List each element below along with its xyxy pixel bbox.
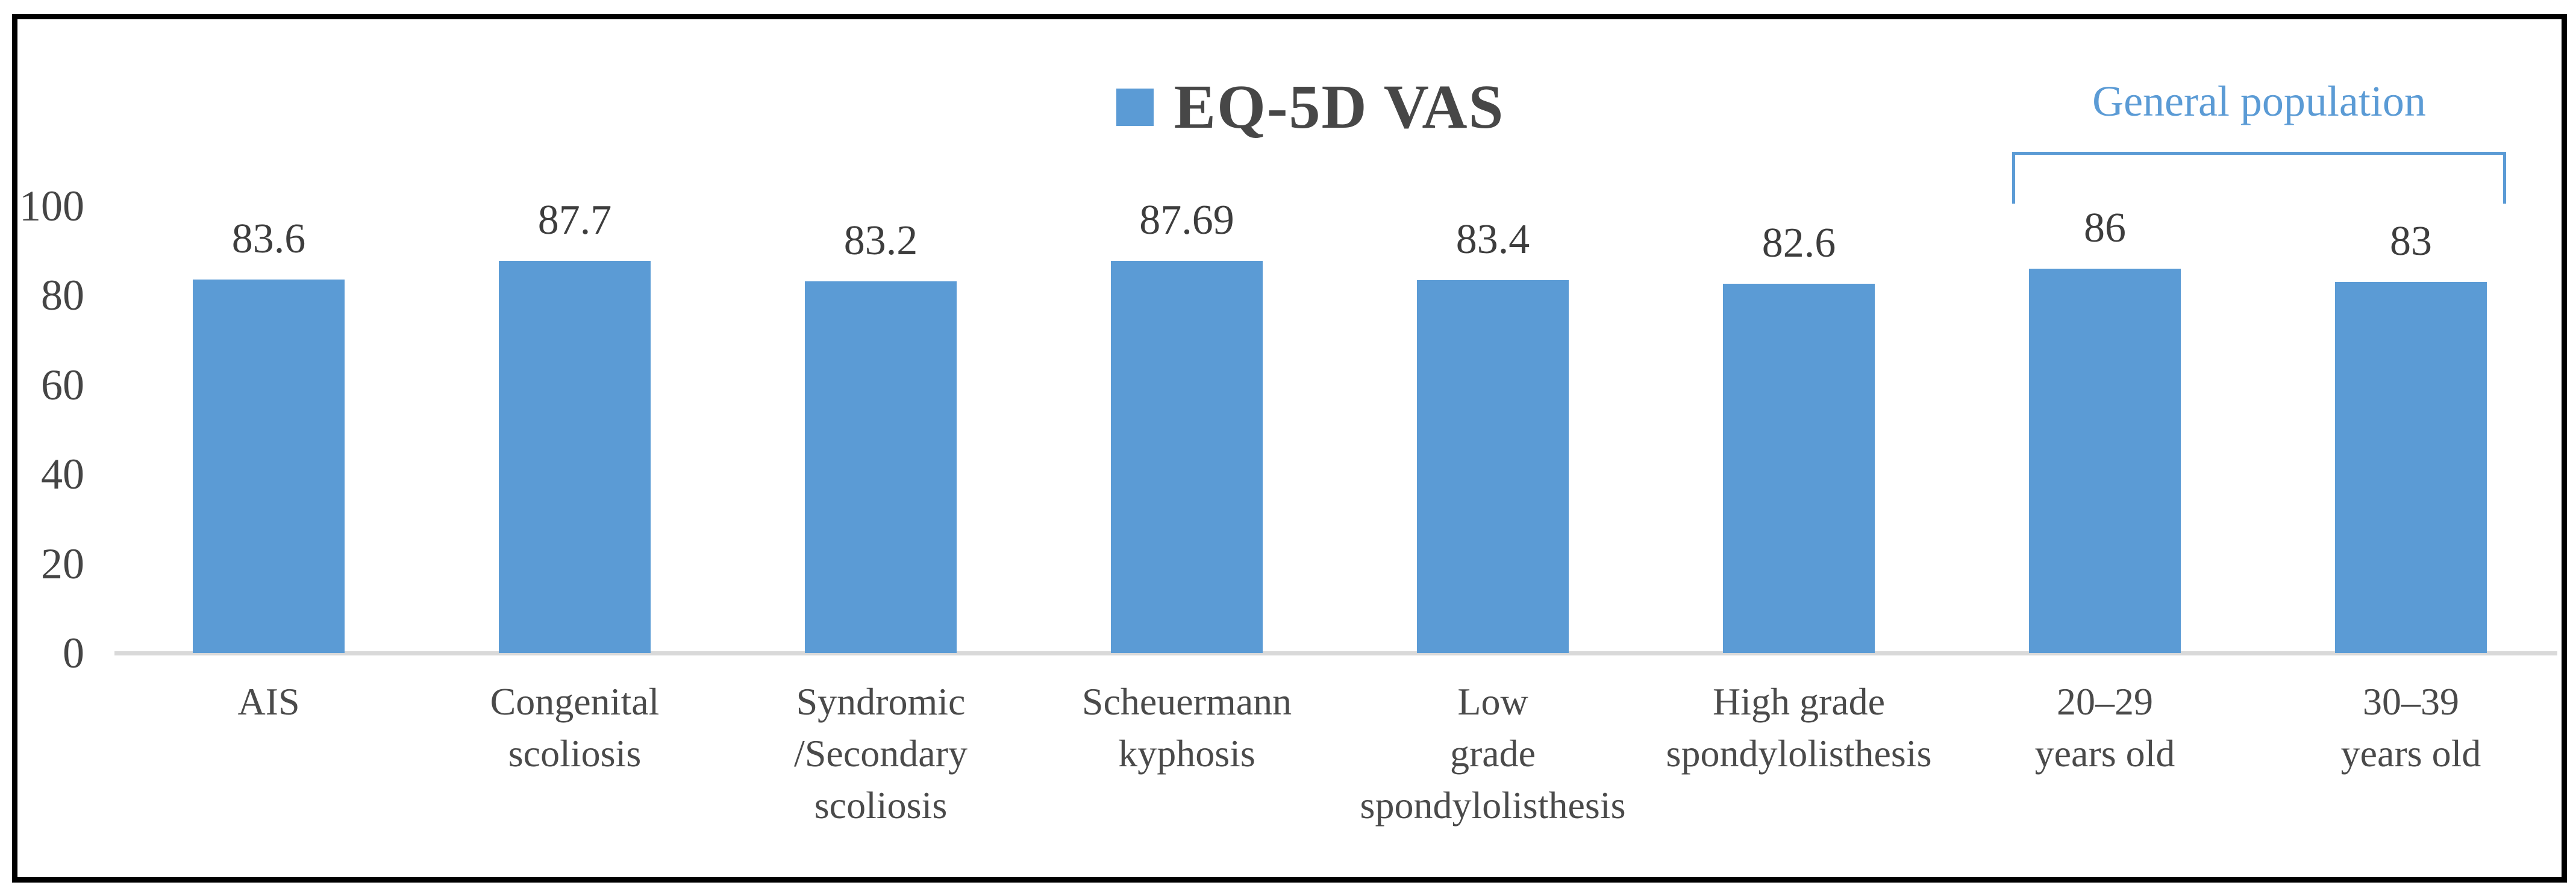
y-axis-tick-label: 20 bbox=[41, 539, 84, 588]
bracket-line bbox=[2012, 152, 2506, 155]
bar bbox=[1417, 280, 1569, 653]
category-label: Scheuermann kyphosis bbox=[1081, 680, 1292, 775]
y-axis-tick-label: 100 bbox=[19, 182, 84, 230]
y-axis-tick-label: 40 bbox=[41, 450, 84, 499]
bar-value-label: 83 bbox=[2390, 218, 2432, 265]
bar-value-label: 83.2 bbox=[843, 217, 918, 264]
category-label: Syndromic /Secondary scoliosis bbox=[794, 680, 968, 827]
chart-title: EQ-5D VAS bbox=[1174, 72, 1505, 142]
y-axis-tick-label: 60 bbox=[41, 360, 84, 409]
bracket-right-tick bbox=[2503, 152, 2506, 204]
bar-value-label: 83.4 bbox=[1455, 216, 1530, 263]
category-label: 30–39 years old bbox=[2340, 680, 2481, 775]
category-label: High grade spondylolisthesis bbox=[1666, 680, 1932, 775]
chart-legend: EQ-5D VAS bbox=[0, 71, 2576, 143]
category-label: AIS bbox=[237, 680, 300, 723]
legend-color-swatch-icon bbox=[1116, 89, 1154, 126]
bar bbox=[193, 279, 345, 653]
category-label: Low grade spondylolisthesis bbox=[1360, 680, 1626, 827]
category-label: Congenital scoliosis bbox=[490, 680, 660, 775]
bar bbox=[805, 281, 957, 653]
x-axis-baseline bbox=[114, 651, 2557, 655]
y-axis-tick-label: 0 bbox=[63, 629, 84, 677]
bar bbox=[499, 261, 651, 653]
bar-value-label: 86 bbox=[2084, 204, 2126, 251]
bar-value-label: 87.7 bbox=[537, 197, 612, 244]
bar bbox=[2335, 282, 2487, 653]
bar bbox=[1723, 284, 1875, 653]
bar bbox=[2029, 268, 2181, 653]
bar bbox=[1111, 261, 1263, 653]
category-label: 20–29 years old bbox=[2034, 680, 2175, 775]
bracket-left-tick bbox=[2012, 152, 2015, 204]
y-axis-tick-label: 80 bbox=[41, 271, 84, 320]
bar-value-label: 87.69 bbox=[1139, 197, 1234, 244]
general-population-label: General population bbox=[2092, 77, 2426, 125]
bar-value-label: 82.6 bbox=[1762, 220, 1836, 267]
bar-value-label: 83.6 bbox=[231, 215, 306, 262]
